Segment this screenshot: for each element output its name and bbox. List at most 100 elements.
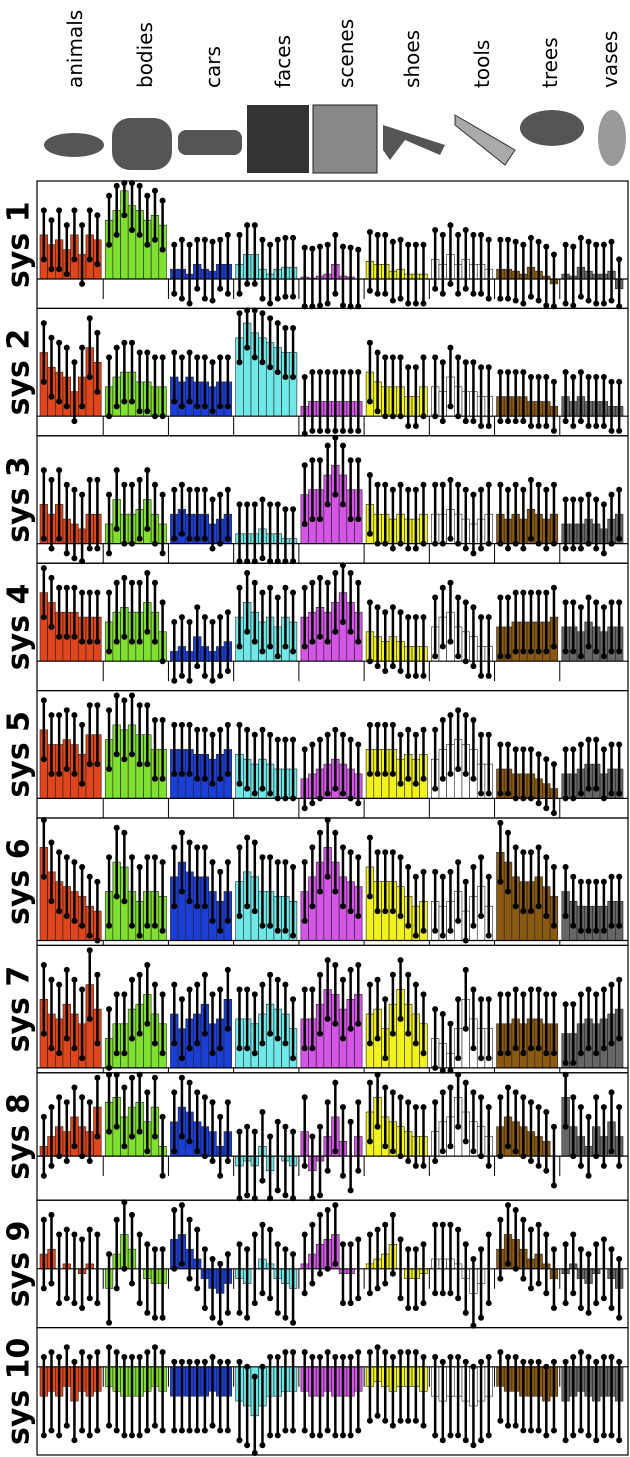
error-cap <box>455 766 462 772</box>
error-cap <box>562 496 569 503</box>
error-cap <box>40 817 47 823</box>
error-cap <box>324 442 331 449</box>
error-cap <box>520 300 527 307</box>
error-cap <box>274 1354 281 1360</box>
error-cap <box>251 501 258 508</box>
error-cap <box>224 859 231 866</box>
error-cap <box>339 731 346 738</box>
error-cap <box>585 878 592 885</box>
error-cap <box>63 222 70 229</box>
error-cap <box>432 1432 439 1439</box>
error-cap <box>236 231 243 238</box>
error-cap <box>420 1162 427 1169</box>
error-cap <box>178 1260 185 1267</box>
error-cap <box>355 1236 362 1243</box>
error-cap <box>382 354 389 361</box>
error-cap <box>339 1241 346 1248</box>
error-cap <box>616 1314 623 1321</box>
error-cap <box>593 423 600 429</box>
error-cap <box>562 1001 569 1008</box>
error-cap <box>144 1427 151 1434</box>
error-cap <box>512 1422 519 1429</box>
error-cap <box>535 800 542 807</box>
error-cap <box>397 1417 404 1424</box>
error-cap <box>562 1437 569 1444</box>
error-cap <box>478 1358 485 1365</box>
error-cap <box>144 1241 151 1248</box>
error-cap <box>129 339 136 346</box>
error-cap <box>585 736 592 743</box>
error-cap <box>274 369 281 376</box>
error-cap <box>382 231 389 238</box>
error-cap <box>317 574 324 581</box>
error-cap <box>512 1148 519 1155</box>
error-cap <box>113 467 120 474</box>
error-cap <box>209 359 216 366</box>
error-cap <box>600 1236 607 1243</box>
panel-label: sys 5 <box>2 711 37 798</box>
error-cap <box>244 280 251 287</box>
error-cap <box>224 770 231 777</box>
error-cap <box>462 1309 469 1316</box>
error-cap <box>462 359 469 366</box>
error-cap <box>332 369 339 376</box>
error-cap <box>171 535 178 542</box>
error-cap <box>462 1437 469 1444</box>
error-cap <box>332 434 339 441</box>
error-cap <box>136 932 143 939</box>
error-cap <box>151 187 158 194</box>
error-cap <box>608 378 615 385</box>
error-cap <box>136 864 143 870</box>
error-cap <box>86 315 93 322</box>
error-cap <box>79 589 86 596</box>
error-cap <box>224 917 231 924</box>
error-cap <box>201 844 208 851</box>
error-cap <box>186 535 193 542</box>
error-cap <box>405 300 412 307</box>
error-cap <box>282 293 289 300</box>
error-cap <box>439 643 446 650</box>
error-cap <box>121 1143 128 1150</box>
error-cap <box>267 1226 274 1233</box>
error-cap <box>48 476 55 483</box>
error-cap <box>201 672 208 679</box>
error-cap <box>48 1280 55 1287</box>
error-cap <box>259 785 266 792</box>
error-cap <box>462 1138 469 1145</box>
error-cap <box>71 418 78 425</box>
error-cap <box>570 1290 577 1297</box>
error-cap <box>217 927 224 934</box>
error-cap <box>171 290 178 297</box>
icon-trees <box>520 110 584 146</box>
error-cap <box>339 427 346 434</box>
error-cap <box>332 829 339 836</box>
error-cap <box>186 677 193 684</box>
error-cap <box>577 293 584 300</box>
error-cap <box>332 888 339 895</box>
error-cap <box>113 525 120 532</box>
error-cap <box>470 359 477 366</box>
error-cap <box>535 986 542 993</box>
error-cap <box>309 1280 316 1287</box>
error-cap <box>56 584 63 591</box>
error-cap <box>267 1432 274 1439</box>
error-cap <box>121 633 128 640</box>
error-cap <box>224 1025 231 1032</box>
error-cap <box>71 555 78 562</box>
error-cap <box>282 1246 289 1253</box>
error-cap <box>485 731 492 738</box>
error-cap <box>209 1158 216 1164</box>
error-cap <box>94 329 101 336</box>
error-cap <box>405 971 412 978</box>
error-cap <box>439 584 446 591</box>
error-cap <box>267 854 274 861</box>
error-cap <box>608 1354 615 1360</box>
error-cap <box>151 1133 158 1140</box>
error-cap <box>282 374 289 380</box>
error-cap <box>79 222 86 229</box>
error-cap <box>217 236 224 243</box>
error-cap <box>106 1128 113 1135</box>
error-cap <box>171 1148 178 1155</box>
error-cap <box>94 971 101 978</box>
error-cap <box>40 378 47 385</box>
